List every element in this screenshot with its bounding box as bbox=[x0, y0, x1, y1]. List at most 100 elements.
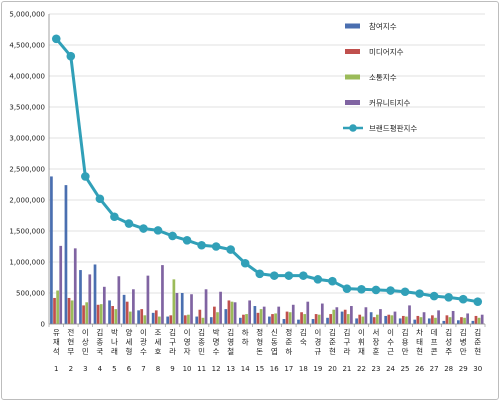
line-point bbox=[81, 172, 90, 181]
bar bbox=[445, 315, 449, 324]
legend-swatch bbox=[345, 49, 360, 54]
bar bbox=[143, 315, 147, 324]
bar bbox=[306, 301, 310, 324]
bar bbox=[285, 311, 289, 324]
bar bbox=[372, 317, 376, 324]
bar bbox=[346, 314, 350, 324]
bar bbox=[132, 289, 135, 324]
bar bbox=[401, 315, 405, 324]
bar bbox=[108, 300, 111, 324]
y-tick-label: 3,000,000 bbox=[9, 135, 45, 143]
bar bbox=[434, 317, 437, 324]
legend-label: 참여지수 bbox=[369, 21, 397, 31]
x-category-number: 3 bbox=[83, 365, 87, 373]
y-tick-label: 5,000,000 bbox=[9, 11, 45, 19]
bar bbox=[384, 315, 388, 324]
line-series bbox=[51, 34, 483, 306]
legend-label: 커뮤니티지수 bbox=[369, 98, 410, 107]
bar bbox=[239, 317, 242, 324]
y-tick-label: 2,000,000 bbox=[9, 197, 45, 205]
line-point bbox=[342, 284, 352, 293]
bar bbox=[56, 290, 59, 324]
bar bbox=[466, 313, 469, 324]
bar bbox=[230, 301, 234, 324]
bar bbox=[99, 304, 103, 324]
x-category-number: 20 bbox=[328, 365, 337, 373]
bar bbox=[350, 306, 353, 324]
line-point bbox=[458, 294, 468, 304]
x-category-number: 2 bbox=[69, 365, 73, 373]
bar bbox=[213, 306, 216, 324]
bar bbox=[102, 286, 106, 324]
x-category-number: 30 bbox=[473, 365, 482, 373]
x-category-number: 9 bbox=[170, 365, 174, 373]
bar bbox=[209, 317, 213, 324]
bar bbox=[245, 314, 248, 324]
bar bbox=[146, 275, 150, 324]
bar bbox=[288, 312, 292, 324]
bar bbox=[282, 319, 286, 324]
bar bbox=[387, 314, 391, 324]
bar bbox=[169, 315, 173, 324]
x-category-number: 14 bbox=[241, 365, 250, 373]
line-point bbox=[400, 287, 410, 297]
legend-label: 미디어지수 bbox=[369, 46, 404, 56]
bar bbox=[256, 312, 260, 324]
bar bbox=[369, 312, 373, 324]
bar bbox=[259, 309, 263, 324]
y-axis: 0 500,000 1,000,000 1,500,000 2,000,000 2,500… bbox=[9, 11, 50, 329]
bar bbox=[204, 289, 208, 324]
bar bbox=[311, 319, 315, 324]
line-point bbox=[66, 51, 76, 61]
bar bbox=[480, 314, 484, 324]
bar bbox=[96, 304, 100, 324]
bar bbox=[300, 312, 303, 324]
x-category-number: 5 bbox=[112, 365, 116, 373]
bar bbox=[88, 274, 92, 324]
bar bbox=[73, 248, 77, 324]
bar bbox=[320, 303, 324, 324]
x-category-number: 23 bbox=[372, 365, 381, 373]
bar bbox=[219, 291, 222, 324]
x-category-number: 18 bbox=[299, 365, 308, 373]
bar bbox=[448, 317, 452, 324]
line-point bbox=[51, 34, 61, 44]
bar bbox=[274, 313, 277, 324]
bar bbox=[59, 245, 63, 324]
bar bbox=[477, 317, 481, 324]
bar bbox=[140, 309, 144, 324]
line-point bbox=[284, 271, 294, 280]
x-category-number: 19 bbox=[313, 365, 322, 373]
bar bbox=[151, 312, 155, 324]
line-point bbox=[371, 285, 381, 295]
bar bbox=[358, 314, 362, 324]
bar bbox=[117, 276, 121, 324]
bar bbox=[166, 316, 170, 324]
bar bbox=[183, 315, 187, 324]
bar bbox=[361, 316, 365, 324]
bar bbox=[405, 316, 408, 324]
bar bbox=[198, 309, 202, 324]
line-point bbox=[153, 226, 163, 235]
y-tick-label: 2,500,000 bbox=[9, 166, 45, 174]
bar bbox=[390, 315, 394, 324]
legend-label: 브랜드평판지수 bbox=[369, 123, 417, 133]
x-axis: 유 재 석 1 전 현 무 2 이 상 민 3 김 종 국 4 박 나 래 5 양 세 형 6 이 광 수 7 조 세 호 8 김 구 라 9 이 영 자 1… bbox=[48, 323, 486, 373]
bar bbox=[332, 309, 336, 324]
bar bbox=[85, 302, 89, 324]
bar bbox=[53, 297, 56, 324]
bar bbox=[187, 314, 190, 324]
